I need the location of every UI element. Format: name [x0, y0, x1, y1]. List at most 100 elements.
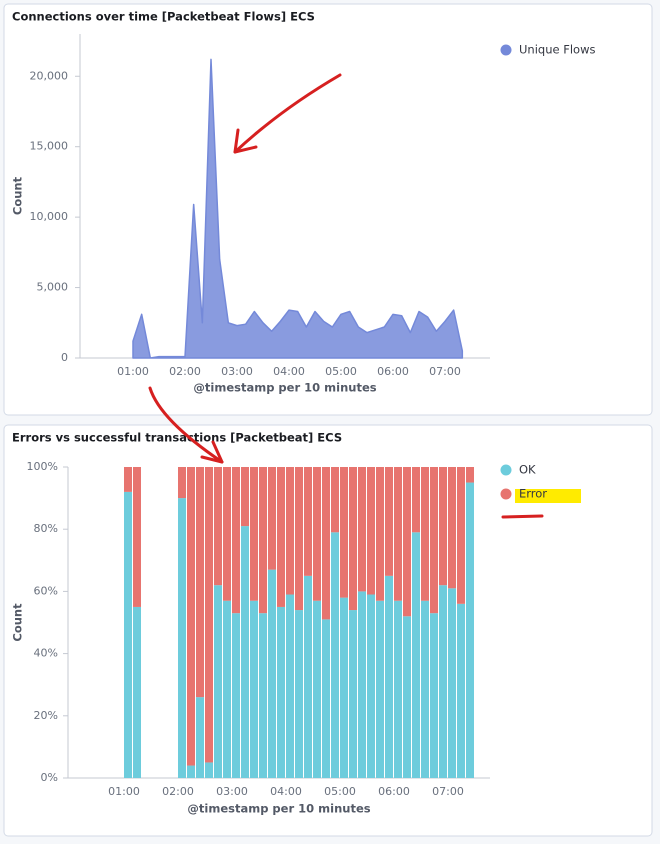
bar-segment: [430, 467, 438, 614]
y-tick-label: 20%: [34, 709, 58, 722]
bar-segment: [250, 467, 258, 601]
x-tick-label: 03:00: [216, 785, 248, 798]
x-axis-title: @timestamp per 10 minutes: [193, 381, 376, 395]
bar-segment: [178, 498, 186, 778]
bar-segment: [439, 467, 447, 586]
highlight: [515, 489, 581, 503]
y-tick-label: 40%: [34, 647, 58, 660]
x-tick-label: 07:00: [432, 785, 464, 798]
y-tick-label: 80%: [34, 522, 58, 535]
bar-segment: [232, 467, 240, 614]
bar-segment: [313, 600, 321, 778]
x-tick-label: 03:00: [221, 365, 253, 378]
legend-marker: [500, 488, 512, 500]
x-tick-label: 04:00: [273, 365, 305, 378]
legend-label: Error: [519, 487, 547, 501]
bar-segment: [133, 467, 141, 607]
bar-segment: [421, 600, 429, 778]
arrow: [233, 73, 342, 154]
bar-segment: [196, 467, 204, 698]
bar-segment: [277, 606, 285, 778]
x-tick-label: 06:00: [378, 785, 410, 798]
bar-segment: [187, 467, 195, 766]
arrow-head: [200, 440, 224, 464]
bar-segment: [187, 765, 195, 778]
bar-segment: [304, 467, 312, 576]
y-tick-label: 100%: [27, 460, 58, 473]
bar-segment: [394, 600, 402, 778]
bar-segment: [124, 467, 132, 492]
x-tick-label: 02:00: [169, 365, 201, 378]
y-axis-title: Count: [11, 176, 25, 215]
x-tick-label: 01:00: [108, 785, 140, 798]
bar-segment: [241, 467, 249, 527]
bar-segment: [421, 467, 429, 601]
bar-segment: [349, 467, 357, 611]
y-axis-title: Count: [11, 603, 25, 642]
bar-segment: [466, 482, 474, 778]
bar-segment: [259, 467, 267, 614]
bar-segment: [394, 467, 402, 601]
bar-segment: [250, 600, 258, 778]
panel-title: Connections over time [Packetbeat Flows]…: [12, 10, 315, 24]
bar-segment: [349, 610, 357, 778]
bar-segment: [322, 467, 330, 620]
bar-segment: [322, 619, 330, 778]
bar-segment: [403, 616, 411, 778]
bar-segment: [331, 532, 339, 778]
x-tick-label: 04:00: [270, 785, 302, 798]
bar-segment: [466, 467, 474, 483]
bar-segment: [223, 467, 231, 601]
bar-segment: [205, 467, 213, 763]
bar-segment: [214, 467, 222, 586]
legend-label: OK: [519, 463, 536, 477]
bar-segment: [376, 467, 384, 601]
arrow: [148, 386, 224, 464]
bar-segment: [196, 697, 204, 778]
x-tick-label: 01:00: [117, 365, 149, 378]
bar-segment: [358, 467, 366, 592]
bar-segment: [295, 467, 303, 611]
bar-segment: [412, 532, 420, 778]
bar-segment: [277, 467, 285, 607]
y-tick-label: 0%: [41, 771, 58, 784]
bar-segment: [385, 467, 393, 576]
y-tick-label: 0: [61, 351, 68, 364]
y-tick-label: 60%: [34, 584, 58, 597]
panel: [3, 3, 653, 416]
bar-segment: [268, 467, 276, 570]
bar-segment: [205, 762, 213, 778]
legend-label: Unique Flows: [519, 43, 595, 57]
bar-segment: [367, 467, 375, 595]
area: [132, 58, 464, 359]
bar-segment: [367, 594, 375, 778]
x-tick-label: 02:00: [162, 785, 194, 798]
arrow-head: [233, 128, 258, 154]
x-tick-label: 07:00: [429, 365, 461, 378]
bar-segment: [268, 569, 276, 778]
bar-segment: [223, 600, 231, 778]
y-tick-label: 20,000: [30, 69, 69, 82]
x-axis-title: @timestamp per 10 minutes: [187, 802, 370, 816]
y-tick-label: 10,000: [30, 210, 69, 223]
bar-segment: [412, 467, 420, 533]
panel-title: Errors vs successful transactions [Packe…: [12, 431, 342, 445]
bar-segment: [304, 575, 312, 778]
bar-segment: [448, 467, 456, 589]
bar-segment: [259, 613, 267, 778]
bar-segment: [178, 467, 186, 499]
bar-segment: [214, 585, 222, 778]
bar-segment: [448, 588, 456, 778]
underline: [501, 514, 544, 519]
bar-segment: [340, 467, 348, 598]
bar-segment: [313, 467, 321, 601]
bar-segment: [340, 597, 348, 778]
bar-segment: [295, 610, 303, 778]
bar-segment: [439, 585, 447, 778]
bar-segment: [232, 613, 240, 778]
y-tick-label: 5,000: [37, 281, 69, 294]
bar-segment: [457, 603, 465, 778]
plots: 0 5,000 10,000 15,000 20,000 01:00 02:00 03:00 0…: [11, 34, 595, 816]
bar-segment: [430, 613, 438, 778]
